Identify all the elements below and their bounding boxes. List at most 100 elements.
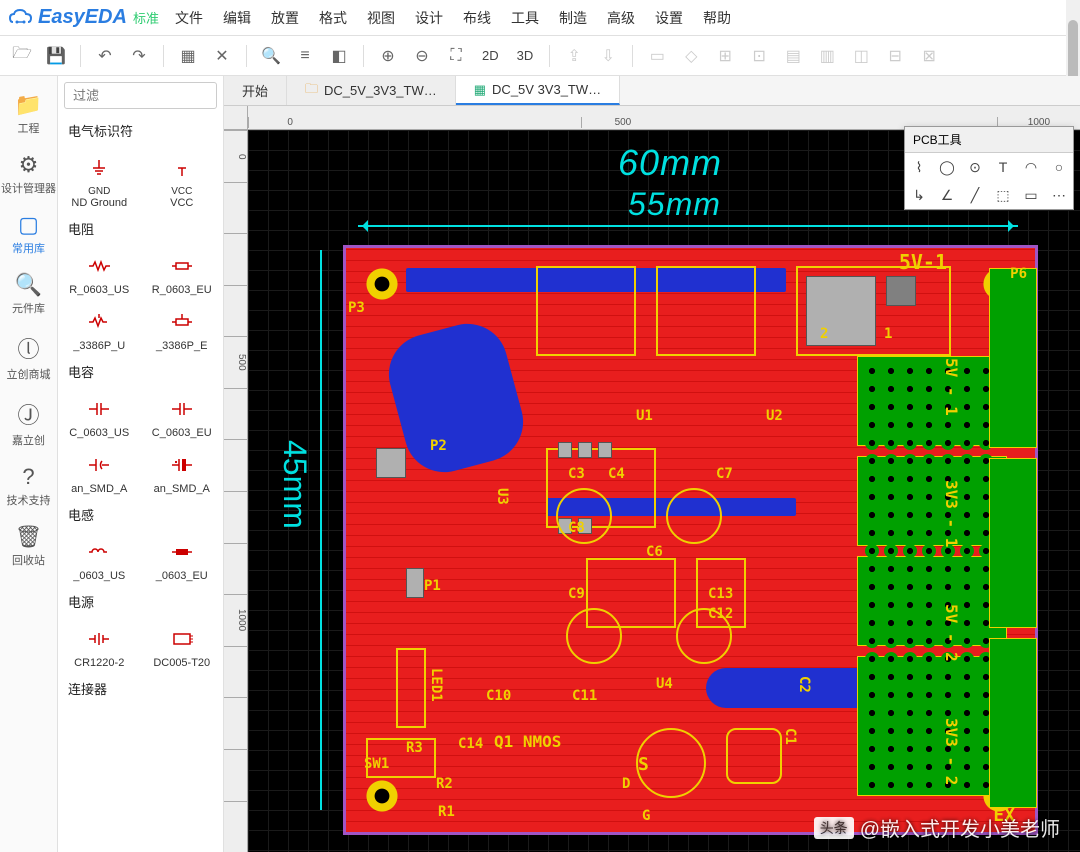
silk-u2: U2 bbox=[766, 408, 783, 424]
mounting-hole bbox=[364, 778, 400, 814]
silk-u4: U4 bbox=[656, 676, 673, 692]
tab[interactable]: ▦DC_5V 3V3_TW… bbox=[456, 76, 620, 105]
erase-icon[interactable]: ◧ bbox=[325, 42, 353, 70]
sidebar-技术支持[interactable]: ?技术支持 bbox=[0, 456, 57, 516]
lib-item[interactable]: _3386P_E bbox=[141, 300, 224, 356]
menu-工具[interactable]: 工具 bbox=[501, 4, 549, 32]
pcb-board[interactable]: 5V-1 P6 P3 P2 P1 SW1 LED1 U1 U2 U3 U4 C1… bbox=[343, 245, 1038, 835]
pcb-canvas[interactable]: 60mm 55mm 45mm bbox=[248, 130, 1080, 852]
more-icon[interactable]: ⋯ bbox=[1045, 181, 1073, 209]
import-icon[interactable]: ⇩ bbox=[594, 42, 622, 70]
silk-2: 2 bbox=[820, 326, 828, 342]
t3-icon[interactable]: ⊞ bbox=[711, 42, 739, 70]
sidebar-元件库[interactable]: 🔍元件库 bbox=[0, 264, 57, 324]
t8-icon[interactable]: ⊟ bbox=[881, 42, 909, 70]
lib-item[interactable]: DC005-T20 bbox=[141, 617, 224, 673]
lib-category: 电容 bbox=[58, 356, 223, 387]
t4-icon[interactable]: ⊡ bbox=[745, 42, 773, 70]
circle-icon[interactable]: ○ bbox=[1045, 153, 1073, 181]
silk-q1: Q1 NMOS bbox=[494, 732, 561, 751]
text-icon[interactable]: T bbox=[989, 153, 1017, 181]
silk-side4: 3V3 - 2 bbox=[942, 718, 961, 785]
mounting-hole bbox=[364, 266, 400, 302]
lib-item[interactable]: R_0603_US bbox=[58, 244, 141, 300]
canvas-area[interactable]: 05001000 05001000 60mm 55mm 45mm bbox=[224, 106, 1080, 852]
sidebar-工程[interactable]: 📁工程 bbox=[0, 84, 57, 144]
zoom-in-icon[interactable]: ⊕ bbox=[374, 42, 402, 70]
library-list[interactable]: 电气标识符GNDND GroundVCCVCC电阻R_0603_USR_0603… bbox=[58, 115, 223, 852]
t5-icon[interactable]: ▤ bbox=[779, 42, 807, 70]
menu-文件[interactable]: 文件 bbox=[165, 4, 213, 32]
lib-item[interactable]: _0603_US bbox=[58, 530, 141, 586]
arc-icon[interactable]: ◠ bbox=[1017, 153, 1045, 181]
zoom-out-icon[interactable]: ⊖ bbox=[408, 42, 436, 70]
lib-category: 电感 bbox=[58, 499, 223, 530]
silk-s: S bbox=[638, 754, 649, 775]
region-icon[interactable]: ⬚ bbox=[989, 181, 1017, 209]
menu-设计[interactable]: 设计 bbox=[405, 4, 453, 32]
open-icon[interactable]: 🗁 bbox=[8, 42, 36, 70]
menu-帮助[interactable]: 帮助 bbox=[693, 4, 741, 32]
silk-c10: C10 bbox=[486, 688, 511, 704]
silk-5v1: 5V-1 bbox=[899, 250, 947, 274]
filter-input[interactable] bbox=[64, 82, 217, 109]
pad-icon[interactable]: ◯ bbox=[933, 153, 961, 181]
sidebar-立创商城[interactable]: ⓛ立创商城 bbox=[0, 324, 57, 390]
line-icon[interactable]: ╱ bbox=[961, 181, 989, 209]
zoom-fit-icon[interactable]: ⛶ bbox=[442, 42, 470, 70]
rect-icon[interactable]: ▭ bbox=[1017, 181, 1045, 209]
lib-item[interactable]: C_0603_EU bbox=[141, 387, 224, 443]
silk-c3: C3 bbox=[568, 466, 585, 482]
view-3d[interactable]: 3D bbox=[511, 44, 540, 67]
silk-c9: C9 bbox=[568, 586, 585, 602]
silk-1: 1 bbox=[884, 326, 892, 342]
menu-编辑[interactable]: 编辑 bbox=[213, 4, 261, 32]
lib-item[interactable]: GNDND Ground bbox=[58, 146, 141, 213]
sidebar-回收站[interactable]: 🗑回收站 bbox=[0, 516, 57, 576]
component-icon[interactable]: ▦ bbox=[174, 42, 202, 70]
move-icon[interactable]: ↳ bbox=[905, 181, 933, 209]
undo-icon[interactable]: ↶ bbox=[91, 42, 119, 70]
tab[interactable]: 🗀DC_5V_3V3_TW… bbox=[287, 76, 456, 105]
sidebar-常用库[interactable]: ▢常用库 bbox=[0, 204, 57, 264]
angle-icon[interactable]: ∠ bbox=[933, 181, 961, 209]
lib-item[interactable]: C_0603_US bbox=[58, 387, 141, 443]
silk-p3: P3 bbox=[348, 300, 365, 316]
redo-icon[interactable]: ↷ bbox=[125, 42, 153, 70]
view-2d[interactable]: 2D bbox=[476, 44, 505, 67]
t2-icon[interactable]: ◇ bbox=[677, 42, 705, 70]
sidebar-嘉立创[interactable]: Ⓙ嘉立创 bbox=[0, 390, 57, 456]
lib-item[interactable]: R_0603_EU bbox=[141, 244, 224, 300]
menu-格式[interactable]: 格式 bbox=[309, 4, 357, 32]
pcb-tools-panel[interactable]: PCB工具 ⌇ ◯ ⊙ T ◠ ○ ↳ ∠ ╱ ⬚ ▭ ⋯ bbox=[904, 126, 1074, 210]
lib-item[interactable]: an_SMD_A bbox=[58, 443, 141, 499]
menu-高级[interactable]: 高级 bbox=[597, 4, 645, 32]
cross-icon[interactable]: ✕ bbox=[208, 42, 236, 70]
save-icon[interactable]: 💾 bbox=[42, 42, 70, 70]
silk-p1: P1 bbox=[424, 578, 441, 594]
track-icon[interactable]: ⌇ bbox=[905, 153, 933, 181]
watermark-logo: 头条 bbox=[814, 817, 854, 839]
menu-布线[interactable]: 布线 bbox=[453, 4, 501, 32]
t1-icon[interactable]: ▭ bbox=[643, 42, 671, 70]
menu-视图[interactable]: 视图 bbox=[357, 4, 405, 32]
t9-icon[interactable]: ⊠ bbox=[915, 42, 943, 70]
lib-item[interactable]: _0603_EU bbox=[141, 530, 224, 586]
menu-设置[interactable]: 设置 bbox=[645, 4, 693, 32]
lib-item[interactable]: CR1220-2 bbox=[58, 617, 141, 673]
filter-icon[interactable]: ≡ bbox=[291, 42, 319, 70]
menu-放置[interactable]: 放置 bbox=[261, 4, 309, 32]
sidebar-设计管理器[interactable]: ⚙设计管理器 bbox=[0, 144, 57, 204]
lib-item[interactable]: an_SMD_A bbox=[141, 443, 224, 499]
search-icon[interactable]: 🔍 bbox=[257, 42, 285, 70]
silk-c6: C6 bbox=[646, 544, 663, 560]
menu-制造[interactable]: 制造 bbox=[549, 4, 597, 32]
lib-item[interactable]: _3386P_U bbox=[58, 300, 141, 356]
export-icon[interactable]: ⇪ bbox=[560, 42, 588, 70]
lib-item[interactable]: VCCVCC bbox=[141, 146, 224, 213]
t6-icon[interactable]: ▥ bbox=[813, 42, 841, 70]
tab[interactable]: 开始 bbox=[224, 76, 287, 105]
via-icon[interactable]: ⊙ bbox=[961, 153, 989, 181]
t7-icon[interactable]: ◫ bbox=[847, 42, 875, 70]
silk-c12: C12 bbox=[708, 606, 733, 622]
